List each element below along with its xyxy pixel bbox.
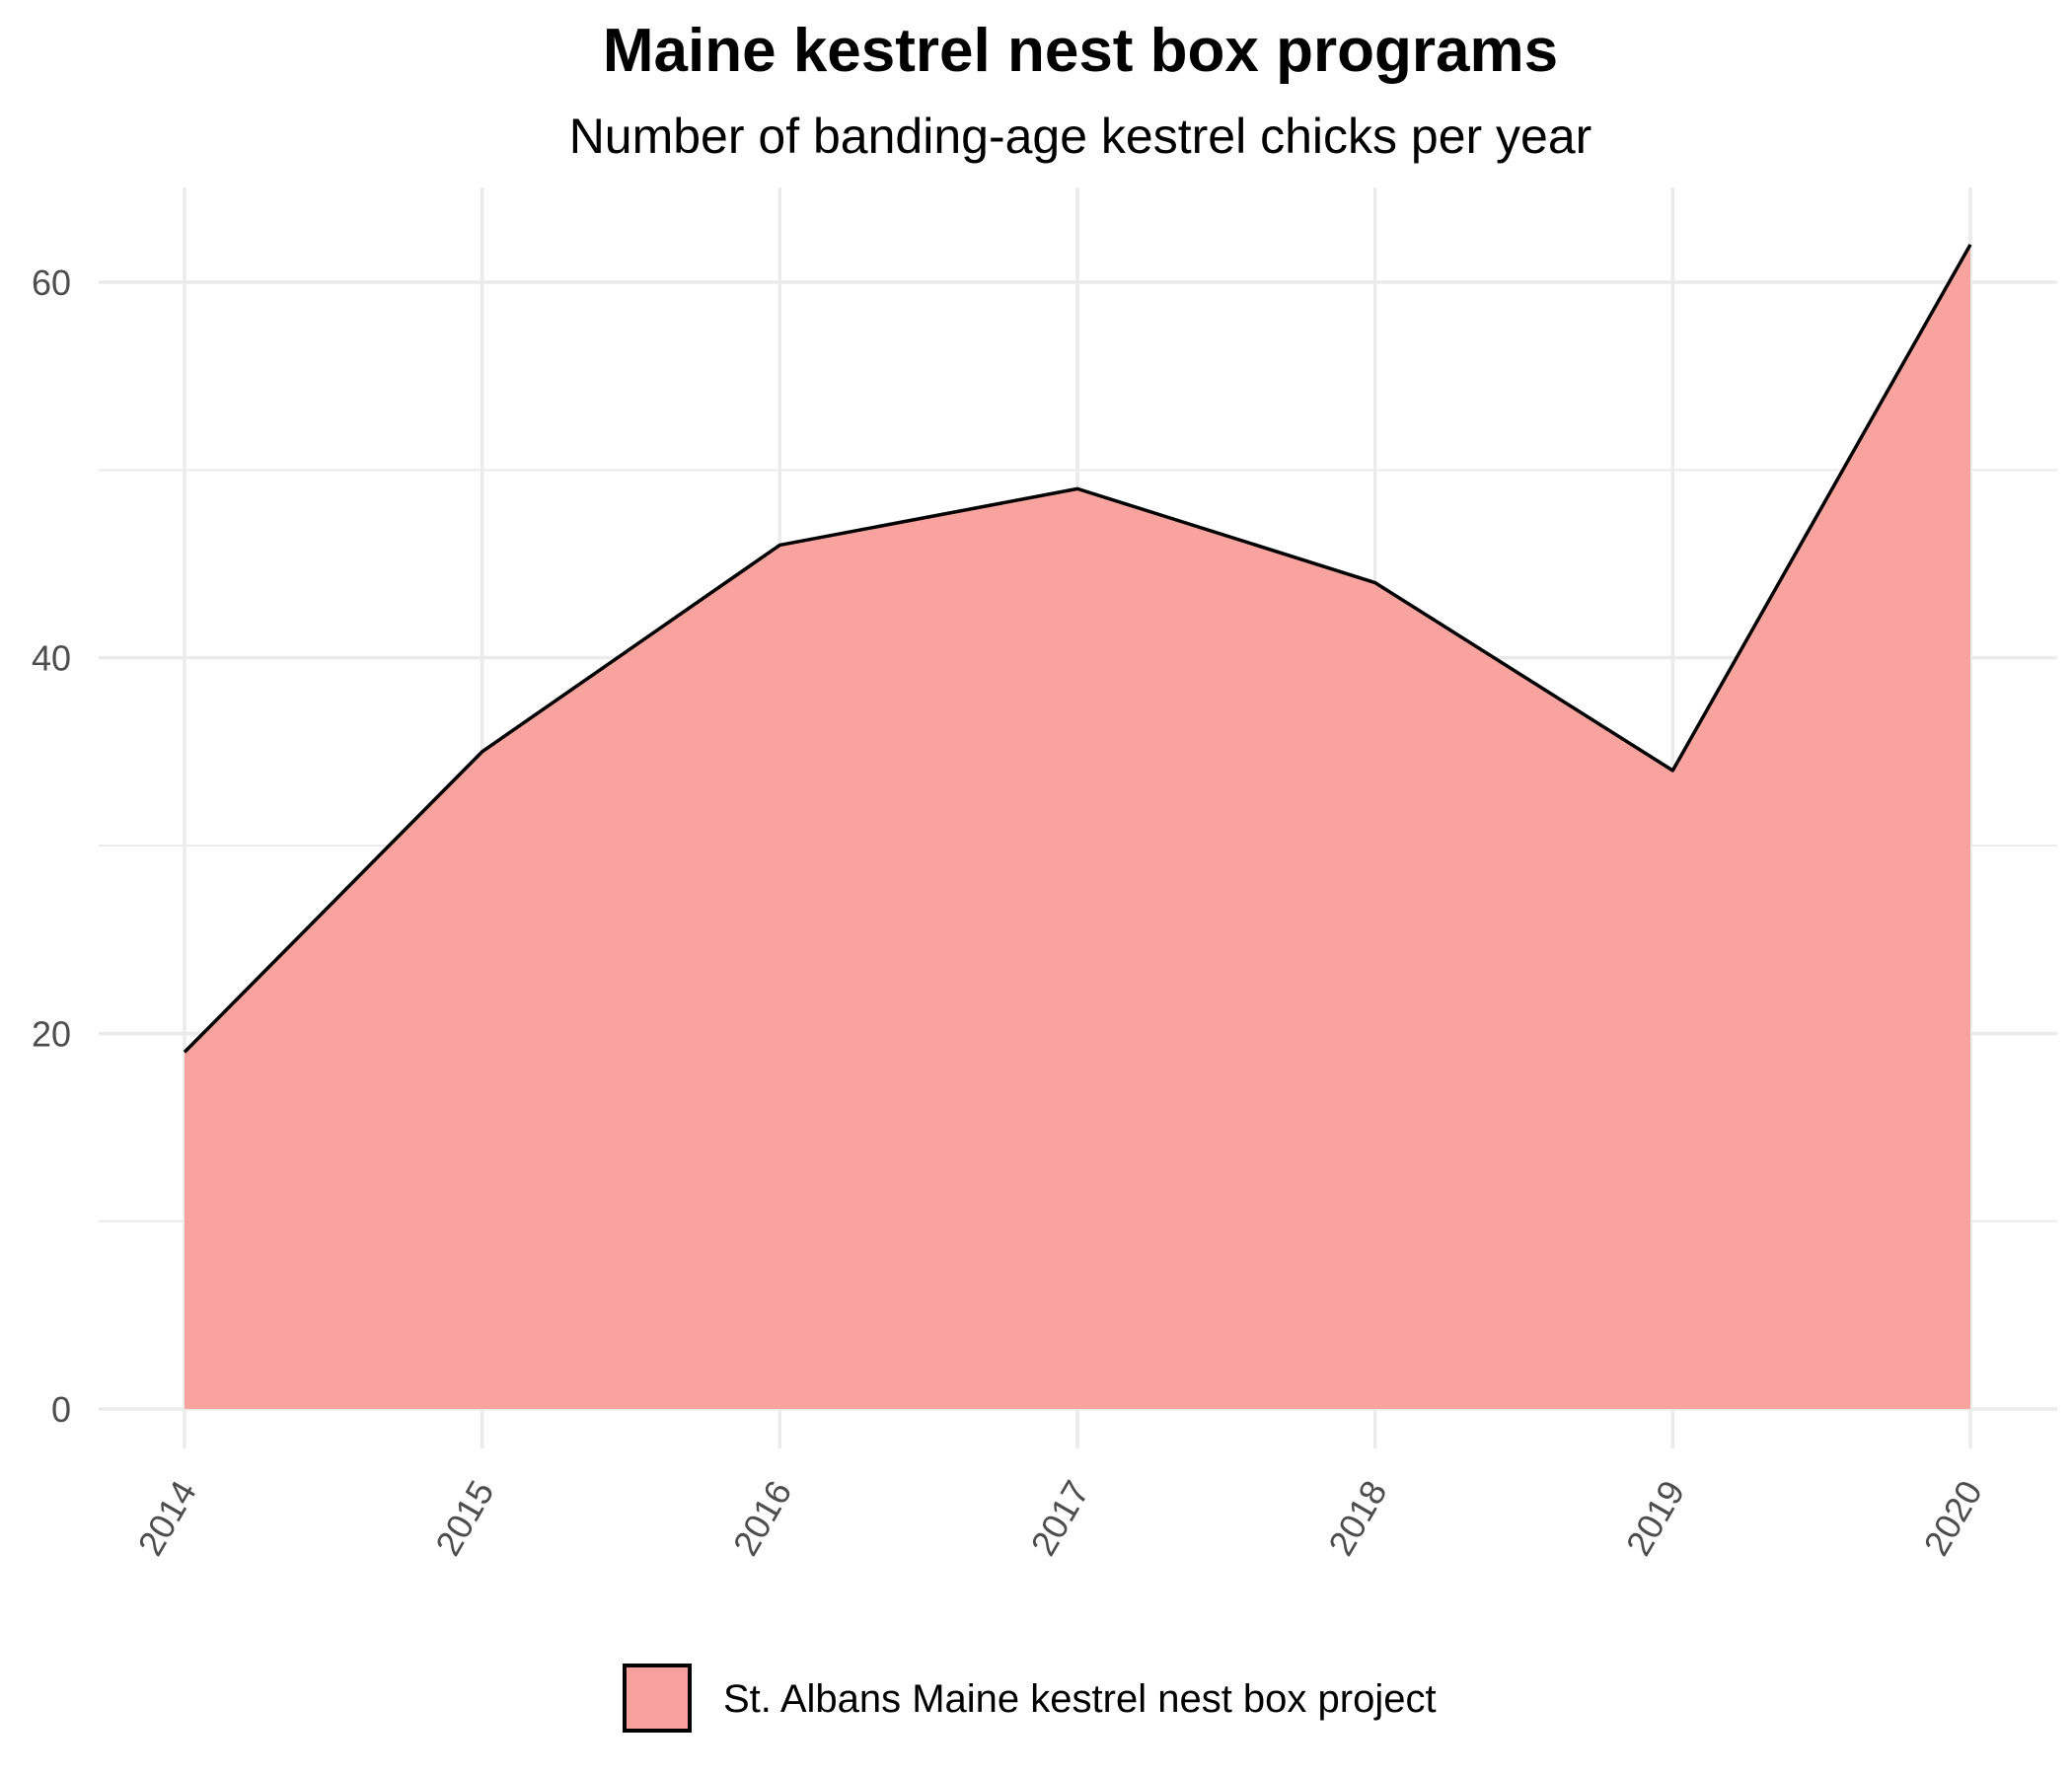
data-point — [779, 545, 780, 546]
x-tick-label: 2016 — [725, 1474, 800, 1563]
legend-label: St. Albans Maine kestrel nest box projec… — [723, 1677, 1437, 1721]
legend-key — [623, 1664, 692, 1733]
x-axis: 2014 2015 2016 2017 2018 2019 2020 — [129, 1474, 1990, 1563]
chart-title: Maine kestrel nest box programs — [603, 17, 1558, 85]
legend: St. Albans Maine kestrel nest box projec… — [623, 1664, 1437, 1733]
x-tick-label: 2020 — [1915, 1474, 1990, 1563]
data-point — [1077, 488, 1078, 489]
chart-subtitle: Number of banding-age kestrel chicks per… — [569, 109, 1592, 164]
series-line — [183, 244, 1972, 1054]
y-tick-label: 40 — [32, 638, 71, 679]
data-point — [1374, 582, 1375, 583]
x-tick-label: 2014 — [129, 1474, 204, 1563]
y-tick-label: 60 — [32, 262, 71, 303]
x-tick-label: 2019 — [1618, 1474, 1693, 1563]
data-point — [1970, 244, 1971, 245]
data-point — [1672, 770, 1673, 771]
y-axis: 0 20 40 60 — [32, 262, 71, 1430]
x-tick-label: 2015 — [427, 1474, 502, 1563]
series-layer — [183, 244, 1972, 1409]
y-tick-label: 20 — [32, 1013, 71, 1054]
x-tick-label: 2018 — [1320, 1474, 1395, 1563]
series-area — [185, 244, 1970, 1409]
x-tick-label: 2017 — [1022, 1474, 1097, 1563]
data-point — [481, 751, 482, 752]
y-tick-label: 0 — [51, 1389, 71, 1430]
plot-panel — [99, 187, 2057, 1448]
